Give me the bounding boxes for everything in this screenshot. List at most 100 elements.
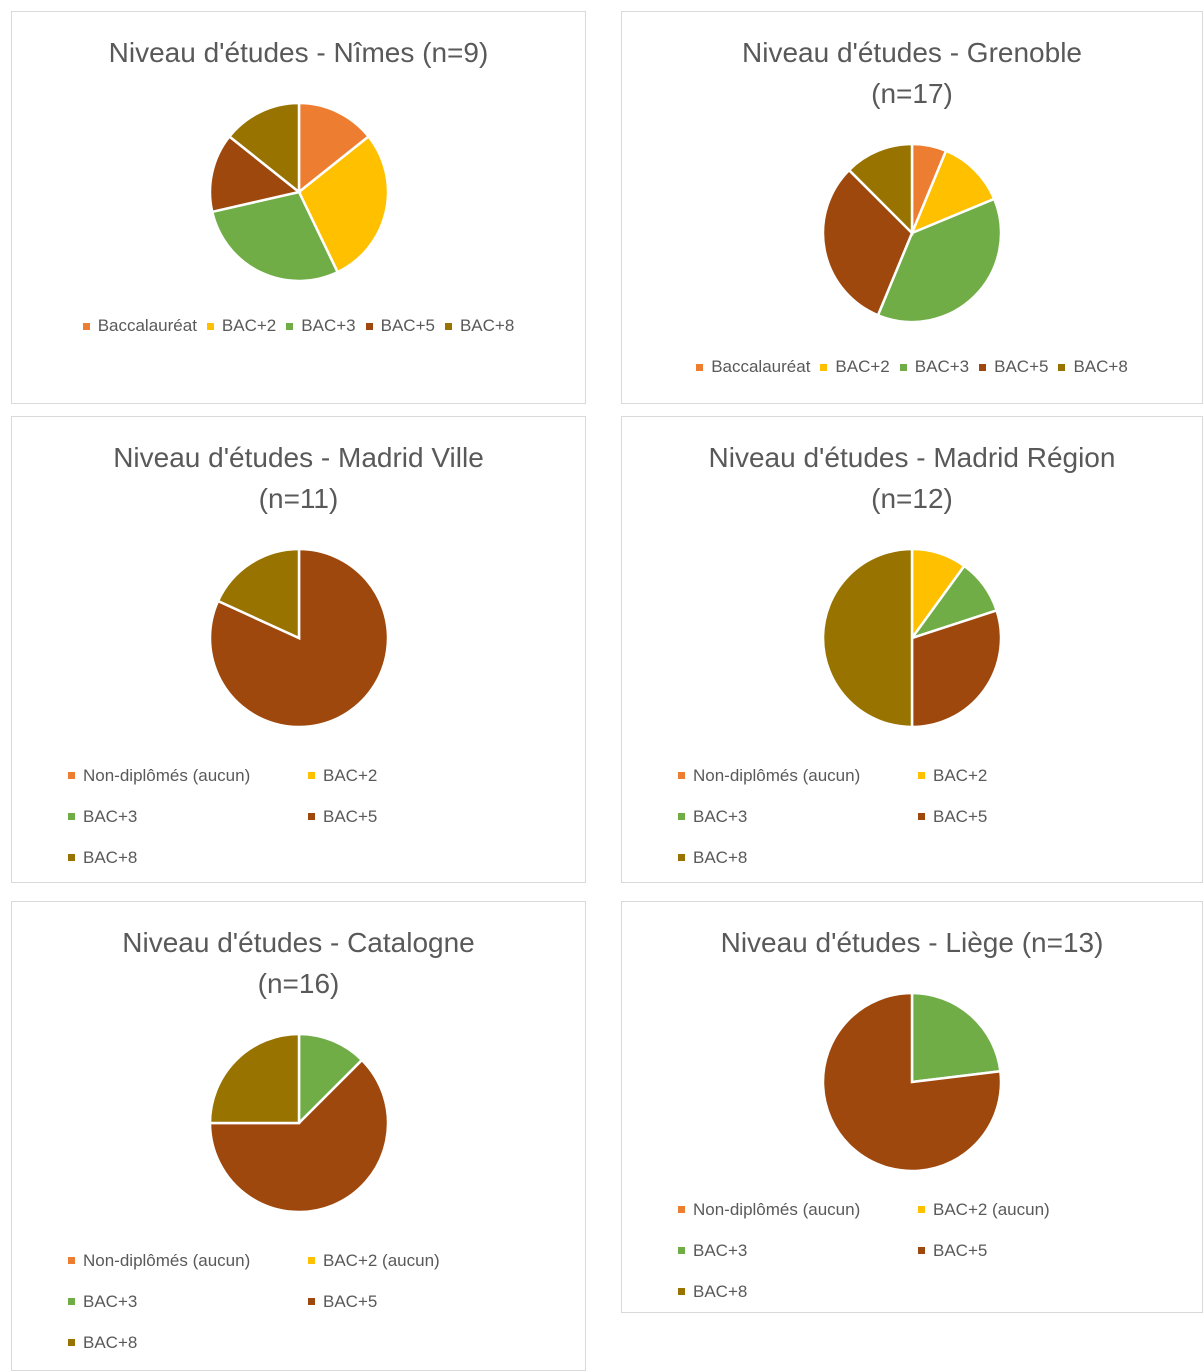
legend-item: BAC+8 [444,309,515,343]
legend-swatch [68,813,75,820]
pie-chart [208,1032,389,1214]
legend-item: BAC+8 [678,1271,918,1312]
legend-swatch [918,813,925,820]
pie-slice [208,1032,300,1125]
legend-item: BAC+3 [68,1281,308,1322]
legend-item: BAC+2 (aucun) [308,1240,548,1281]
legend-swatch [678,1247,685,1254]
chart-panel: Niveau d'études - Madrid Ville (n=11) Non… [11,416,586,883]
legend-label: BAC+5 [933,1241,988,1260]
legend-item: BAC+2 [918,755,1158,796]
chart-panel: Niveau d'études - Grenoble (n=17) Baccala… [621,11,1203,404]
pie-slice [227,101,300,195]
legend: Non-diplômés (aucun) BAC+2 (aucun) BAC+3 BA… [68,1240,548,1363]
legend-swatch [68,1298,75,1305]
legend-label: BAC+8 [83,848,138,867]
legend-label: BAC+5 [380,316,435,335]
legend-label: BAC+2 [933,766,988,785]
legend-label: BAC+3 [693,807,748,826]
legend-label: BAC+5 [323,807,378,826]
legend-item: BAC+5 [918,796,1158,837]
legend-label: BAC+5 [994,357,1049,376]
legend-item: BAC+5 [308,1281,548,1322]
legend: Baccalauréat BAC+2 BAC+3 BAC+5 BAC+8 [82,309,515,343]
legend-swatch [286,322,294,330]
legend-swatch [444,322,452,330]
legend-swatch [68,1339,75,1346]
legend-label: BAC+2 (aucun) [323,1251,440,1270]
pie-slice [297,101,370,195]
chart-title: Niveau d'études - Liège (n=13) [720,927,1104,958]
legend-item: BAC+3 [286,309,356,343]
legend-item: BAC+5 [365,309,435,343]
pie-slice [910,608,1003,729]
legend-swatch [365,322,373,330]
legend-swatch [308,1298,315,1305]
legend-swatch [979,363,987,371]
legend-swatch [696,363,704,371]
pie-slice [215,547,300,640]
pie-slice [847,142,914,237]
legend-label: BAC+5 [323,1292,378,1311]
legend-label: BAC+8 [83,1333,138,1352]
legend-label: Non-diplômés (aucun) [693,766,861,785]
legend: Non-diplômés (aucun) BAC+2 (aucun) BAC+3 BA… [678,1189,1158,1312]
legend-item: BAC+5 [308,796,548,837]
legend-item: Non-diplômés (aucun) [68,755,308,796]
pie-slice [296,134,389,274]
chart-title: Niveau d'études - Grenoble (n=17) [742,37,1082,109]
pie-slice [821,168,914,317]
legend-label: BAC+2 (aucun) [933,1200,1050,1219]
legend-item: BAC+3 [678,1230,918,1271]
legend-item: BAC+8 [68,1322,308,1363]
pie-slice [210,190,339,283]
legend-swatch [820,363,828,371]
legend-item: BAC+2 [308,755,548,796]
legend-item: BAC+8 [68,837,308,878]
chart-title: Niveau d'études - Nîmes (n=9) [108,37,489,68]
legend-item: Baccalauréat [82,309,197,343]
chart-panel: Niveau d'études - Nîmes (n=9) Baccalauréa… [11,11,586,404]
legend-label: Non-diplômés (aucun) [83,1251,251,1270]
legend-item: BAC+3 [678,796,918,837]
legend-swatch [68,772,75,779]
legend-label: BAC+3 [83,1292,138,1311]
legend-label: BAC+3 [914,357,970,376]
legend-item: BAC+8 [678,837,918,878]
pie-chart [208,547,389,729]
legend-label: BAC+8 [459,316,515,335]
legend-label: BAC+3 [301,316,356,335]
chart-panel: Niveau d'études - Catalogne (n=16) Non-di… [11,901,586,1371]
legend-swatch [918,1247,925,1254]
legend-label: Non-diplômés (aucun) [83,766,251,785]
legend-swatch [308,1257,315,1264]
legend-swatch [68,854,75,861]
chart-panel: Niveau d'études - Madrid Région (n=12) No… [621,416,1203,883]
pie-slice [821,991,1003,1173]
chart-panel: Niveau d'études - Liège (n=13) Non-diplôm… [621,901,1203,1313]
pie-slice [208,1058,389,1214]
legend-label: BAC+8 [693,1282,748,1301]
legend-label: BAC+8 [693,848,748,867]
legend-item: BAC+2 [206,309,276,343]
legend-swatch [918,1206,925,1213]
chart-title: Niveau d'études - Madrid Ville (n=11) [113,442,484,514]
legend-label: Baccalauréat [97,316,197,335]
legend-label: BAC+5 [933,807,988,826]
legend-swatch [678,1288,685,1295]
legend-swatch [68,1257,75,1264]
legend-item: BAC+5 [979,350,1048,384]
legend-item: BAC+2 [820,350,890,384]
legend-swatch [899,363,907,371]
legend-item: BAC+3 [899,350,970,384]
legend-swatch [678,854,685,861]
pie-chart [821,547,1003,729]
legend-swatch [678,1206,685,1213]
legend-swatch [82,322,90,330]
legend-item: BAC+5 [918,1230,1158,1271]
legend-item: Non-diplômés (aucun) [678,1189,918,1230]
pie-slice [297,1032,364,1127]
legend: Non-diplômés (aucun) BAC+2 BAC+3 BAC+5 BAC+8 [678,755,1158,878]
chart-title: Niveau d'études - Madrid Région (n=12) [708,442,1116,514]
pie-slice [910,991,1002,1084]
